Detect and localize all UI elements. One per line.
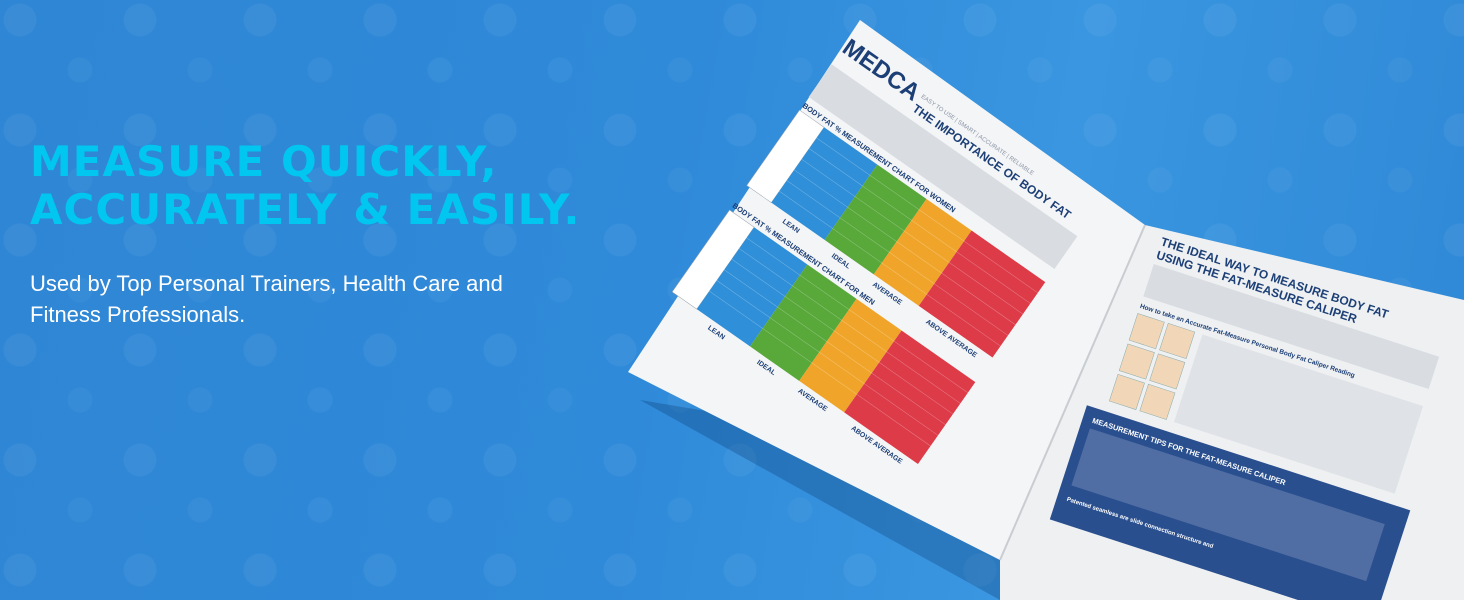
step-photo-1 [1128, 313, 1165, 350]
step-photo-6 [1139, 383, 1176, 420]
headline-line-2: ACCURATELY & EASILY. [30, 185, 581, 234]
right-intro-text [1143, 264, 1440, 390]
headline-line-1: MEASURE QUICKLY, [30, 137, 498, 186]
men-above-band [844, 330, 976, 465]
men-lean-band [696, 227, 808, 347]
intro-text-block [808, 64, 1078, 270]
step-photo-2 [1159, 323, 1196, 359]
tips-panel [1049, 405, 1411, 600]
steps-text-block [1173, 334, 1424, 494]
women-above-band [918, 230, 1046, 358]
left-page [628, 20, 1145, 560]
subheadline: Used by Top Personal Trainers, Health Ca… [30, 271, 503, 327]
women-average-band [873, 198, 972, 306]
women-ideal-band [824, 164, 927, 275]
tips-text-block [1071, 428, 1385, 582]
women-lean-band [771, 127, 878, 240]
step-photo-4 [1149, 353, 1186, 390]
headline: MEASURE QUICKLY, ACCURATELY & EASILY. [30, 138, 580, 234]
spine [999, 224, 1146, 561]
men-ideal-band [750, 264, 857, 381]
step-photo-3 [1118, 343, 1155, 380]
step-photo-5 [1109, 374, 1145, 410]
men-average-band [799, 298, 902, 413]
